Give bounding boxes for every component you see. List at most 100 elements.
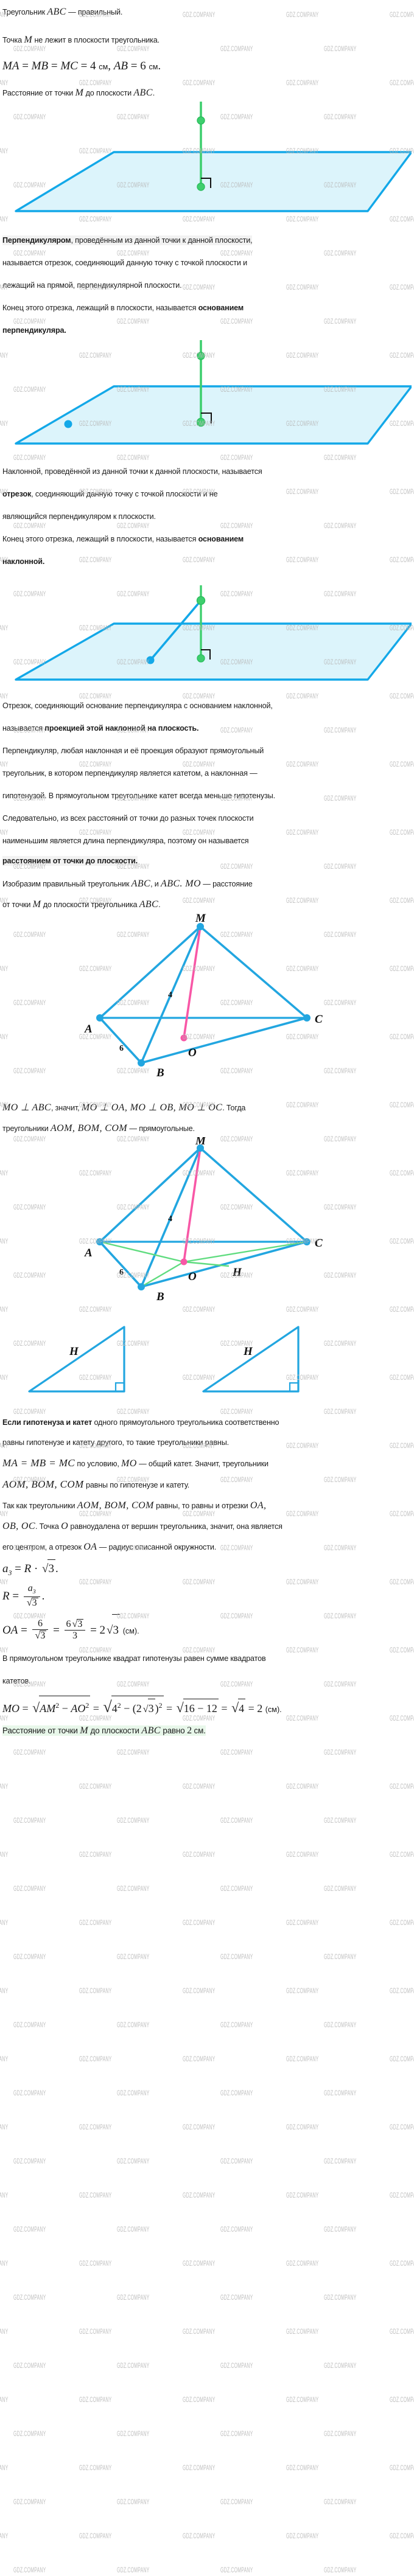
edge-mc-2	[199, 1147, 308, 1243]
construction-line2: от точки M до плоскости треугольника ABC…	[2, 896, 412, 913]
right-angle-mark	[201, 178, 211, 188]
definition-inclined-base2: наклонной.	[2, 554, 412, 570]
watermark-text: GDZ.COMPANY	[390, 1919, 414, 1927]
apex-point-marker	[196, 596, 206, 605]
vertex-label-m-2: M	[195, 1137, 206, 1147]
proj-term: проекцией этой наклонной на плоскость.	[44, 724, 199, 733]
vertex-c-marker-2	[303, 1238, 310, 1245]
watermark-text: GDZ.COMPANY	[390, 2532, 414, 2541]
watermark-text: GDZ.COMPANY	[390, 1783, 414, 1791]
edge-length-4-2: 4	[168, 1214, 172, 1224]
projection-oa	[99, 1241, 184, 1263]
watermark-text: GDZ.COMPANY	[117, 1953, 150, 1962]
question-text-c: .	[152, 89, 155, 97]
calc-ao-sup: 2	[85, 1701, 89, 1710]
answer-abc: ABC	[141, 1725, 161, 1736]
f1-a: a	[2, 1562, 9, 1575]
perp-text-b: , значит,	[51, 1104, 82, 1112]
watermark-text: GDZ.COMPANY	[0, 1851, 9, 1859]
watermark-text: GDZ.COMPANY	[286, 1783, 319, 1791]
theorem-l7-b: — радиус описанной окружности.	[97, 1543, 217, 1551]
watermark-text: GDZ.COMPANY	[117, 1885, 150, 1893]
watermark-text: GDZ.COMPANY	[220, 2430, 253, 2438]
constr2-c: .	[158, 900, 161, 909]
watermark-text: GDZ.COMPANY	[13, 2362, 46, 2370]
watermark-text: GDZ.COMPANY	[13, 1749, 46, 1757]
watermark-text: GDZ.COMPANY	[220, 2498, 253, 2507]
right-angle-left	[114, 1382, 124, 1391]
constr-abc: ABC	[131, 879, 151, 889]
vertex-a-marker	[96, 1014, 103, 1022]
edge-ab-2	[99, 1241, 142, 1288]
edge-mc	[199, 925, 308, 1019]
point-base-marker	[197, 183, 205, 191]
given-equation: MA = MB = MC = 4 см, AB = 6 см.	[2, 60, 161, 72]
distance-term: расстоянием от точки до плоскости.	[2, 856, 138, 866]
definition-distance: наименьшим является длина перпендикуляра…	[2, 833, 412, 849]
watermark-text: GDZ.COMPANY	[79, 2123, 112, 2132]
watermark-text: GDZ.COMPANY	[183, 1851, 216, 1859]
watermark-text: GDZ.COMPANY	[13, 2226, 46, 2234]
given-ab: AB	[113, 60, 128, 72]
watermark-text: GDZ.COMPANY	[183, 1783, 216, 1791]
incl-base-a: Конец этого отрезка, лежащий в плоскости…	[2, 535, 198, 543]
watermark-text: GDZ.COMPANY	[390, 2396, 414, 2404]
watermark-text: GDZ.COMPANY	[0, 1987, 9, 1996]
watermark-text: GDZ.COMPANY	[183, 2191, 216, 2200]
calc-am: AM	[40, 1702, 56, 1714]
incl-base-bold: основанием	[198, 535, 244, 543]
watermark-text: GDZ.COMPANY	[0, 1919, 9, 1927]
watermark-text: GDZ.COMPANY	[13, 2089, 46, 2098]
constr-b: , и	[150, 880, 161, 888]
height-mo-2	[183, 1147, 202, 1262]
calc-4: 4	[111, 1702, 118, 1714]
vertex-a-marker-2	[96, 1238, 103, 1245]
watermark-text: GDZ.COMPANY	[183, 1919, 216, 1927]
theorem-l6-a: . Точка	[35, 1522, 61, 1531]
watermark-text: GDZ.COMPANY	[286, 2464, 319, 2473]
constr-a: Изобразим правильный треугольник	[2, 880, 132, 888]
given-ma: MA	[2, 60, 19, 72]
pyth-l2: катетов.	[2, 1676, 31, 1685]
f3-n2root: 3	[77, 1618, 84, 1629]
watermark-text: GDZ.COMPANY	[0, 2260, 9, 2268]
watermark-text: GDZ.COMPANY	[183, 1987, 216, 1996]
vertex-label-c: C	[315, 1013, 323, 1026]
constr2-b: до плоскости треугольника	[41, 900, 139, 909]
triangle-right	[202, 1326, 300, 1393]
answer-value: 2	[187, 1725, 192, 1736]
f3-d1: 3	[40, 1631, 47, 1641]
theorem-l3-a: по условию,	[75, 1460, 122, 1468]
watermark-text: GDZ.COMPANY	[117, 2089, 150, 2098]
watermark-text: GDZ.COMPANY	[220, 2362, 253, 2370]
f3-frac1: 6 √3	[32, 1618, 49, 1642]
perp-def-l2: называется отрезок, соединяющий данную т…	[2, 259, 248, 267]
watermark-text: GDZ.COMPANY	[390, 2464, 414, 2473]
perp-term: Перпендикуляром	[2, 236, 71, 245]
f1-root: 3	[47, 1559, 55, 1578]
watermark-text: GDZ.COMPANY	[286, 2260, 319, 2268]
calc-4-sup: 2	[117, 1701, 121, 1710]
watermark-text: GDZ.COMPANY	[0, 2055, 9, 2064]
pyth-l1: В прямоугольном треугольнике квадрат гип…	[2, 1654, 266, 1663]
f3-n1: 6	[37, 1618, 43, 1629]
document-page: Треугольник ABC — правильный. Точка M не…	[2, 7, 412, 1736]
watermark-text: GDZ.COMPANY	[117, 2157, 150, 2166]
watermark-text: GDZ.COMPANY	[286, 2191, 319, 2200]
projection-oc	[183, 1241, 307, 1263]
given-ab-value: 6	[140, 60, 146, 72]
vertex-label-c-2: C	[315, 1237, 323, 1250]
theorem-line1: Если гипотенуза и катет одного прямоугол…	[2, 1415, 412, 1431]
watermark-text: GDZ.COMPANY	[220, 1817, 253, 1825]
watermark-text: GDZ.COMPANY	[220, 2226, 253, 2234]
question-text-b: до плоскости	[83, 89, 134, 97]
theorem-l2: равны гипотенузе и катету другого, то та…	[2, 1438, 229, 1447]
incl-term: отрезок	[2, 490, 32, 498]
watermark-text: GDZ.COMPANY	[79, 1919, 112, 1927]
watermark-text: GDZ.COMPANY	[117, 2226, 150, 2234]
intro-line-2: Точка M не лежит в плоскости треугольник…	[2, 32, 412, 49]
theorem-obc: OB, OC	[2, 1521, 35, 1531]
theorem-line4: AOM, BOM, COM равны по гипотенузе и кате…	[2, 1476, 412, 1494]
formula-R: R = a3 √3.	[2, 1583, 45, 1608]
definition-inclined-base: Конец этого отрезка, лежащий в плоскости…	[2, 531, 412, 548]
